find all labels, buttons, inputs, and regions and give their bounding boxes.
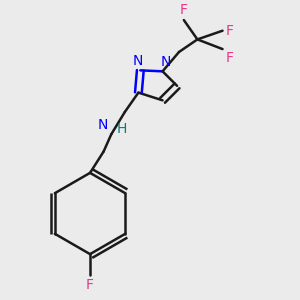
- Text: F: F: [180, 3, 188, 17]
- Text: N: N: [132, 54, 142, 68]
- Text: F: F: [225, 24, 233, 38]
- Text: F: F: [225, 51, 233, 65]
- Text: N: N: [98, 118, 108, 132]
- Text: F: F: [86, 278, 94, 292]
- Text: H: H: [116, 122, 127, 136]
- Text: N: N: [160, 56, 171, 69]
